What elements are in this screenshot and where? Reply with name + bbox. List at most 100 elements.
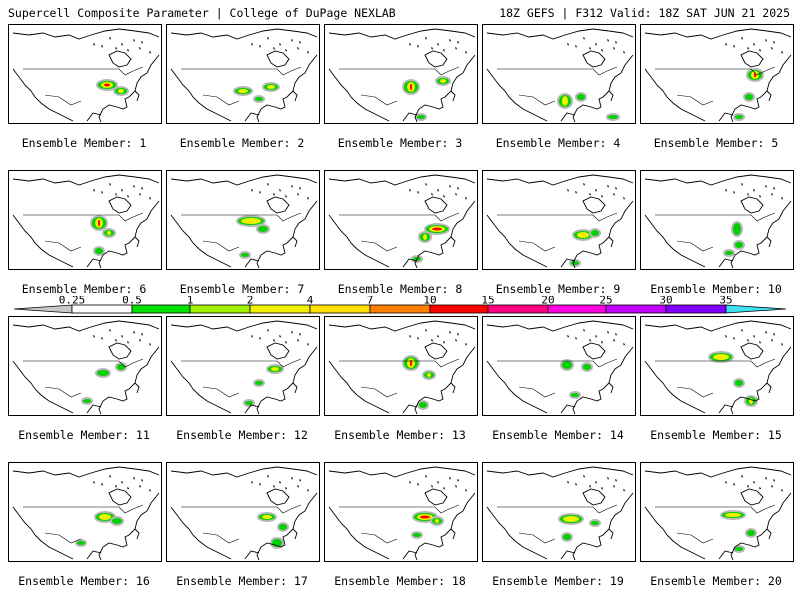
coastline: [766, 528, 772, 540]
island: [567, 481, 569, 484]
colorbar-segment: [547, 304, 607, 314]
island: [601, 487, 603, 490]
coastline: [486, 28, 634, 40]
coastline: [108, 196, 132, 214]
member-label: Ensemble Member: 14: [492, 428, 624, 442]
field-mid: [255, 97, 263, 101]
field-mid: [735, 547, 743, 551]
field-mid: [419, 402, 427, 408]
coastline: [98, 346, 160, 415]
coastline: [414, 492, 476, 561]
island: [417, 337, 419, 340]
island: [443, 341, 445, 344]
coastline: [266, 488, 290, 506]
ensemble-member-map: [482, 24, 636, 124]
colorbar-high-arrow: [725, 304, 787, 314]
coastline: [582, 342, 606, 360]
coastline: [644, 68, 706, 122]
coastline: [718, 550, 734, 560]
island: [139, 47, 141, 50]
field-mid: [571, 261, 579, 265]
island: [773, 41, 775, 44]
island: [141, 479, 143, 482]
border: [676, 94, 714, 106]
island: [109, 183, 111, 186]
island: [291, 185, 293, 188]
island: [259, 45, 261, 48]
island: [607, 39, 609, 42]
member-map: [12, 174, 160, 269]
colorbar-segment: [189, 304, 251, 314]
coastline: [718, 404, 734, 414]
ensemble-member-map: [8, 170, 162, 270]
island: [589, 47, 591, 50]
island: [431, 47, 433, 50]
island: [765, 39, 767, 42]
island: [425, 183, 427, 186]
field-high: [118, 89, 124, 93]
coastline: [134, 382, 140, 394]
island: [115, 339, 117, 342]
island: [297, 339, 299, 342]
coastline: [328, 174, 476, 186]
colorbar-tick-label: 0.5: [122, 296, 142, 307]
coastline: [608, 90, 614, 102]
island: [759, 487, 761, 490]
coastline: [12, 214, 74, 268]
border: [202, 240, 240, 252]
coastline: [402, 404, 418, 414]
coastline: [244, 550, 260, 560]
coastline: [582, 50, 606, 68]
island: [121, 189, 123, 192]
colorbar-tick-label: 0.25: [59, 296, 86, 307]
island: [141, 41, 143, 44]
coastline: [328, 28, 476, 40]
island: [273, 485, 275, 488]
field-mid: [745, 94, 753, 100]
island: [127, 341, 129, 344]
coastline: [328, 320, 476, 332]
island: [127, 195, 129, 198]
coastline: [292, 90, 298, 102]
coastline: [766, 90, 772, 102]
island: [259, 337, 261, 340]
border: [497, 66, 618, 76]
coastline: [486, 68, 548, 122]
coastline: [98, 54, 160, 123]
island: [575, 45, 577, 48]
coastline: [256, 346, 318, 415]
map-title: Supercell Composite Parameter | College …: [8, 6, 396, 20]
coastline: [12, 466, 160, 478]
border: [360, 386, 398, 398]
coastline: [134, 528, 140, 540]
island: [431, 193, 433, 196]
member-label: Ensemble Member: 13: [334, 428, 466, 442]
member-label: Ensemble Member: 18: [334, 574, 466, 588]
coastline: [170, 214, 232, 268]
island: [567, 189, 569, 192]
colorbar-tick-label: 15: [481, 296, 494, 307]
island: [101, 337, 103, 340]
island: [725, 189, 727, 192]
island: [101, 191, 103, 194]
coastline: [12, 506, 74, 560]
field-mid: [77, 541, 85, 545]
coastline: [414, 54, 476, 123]
coastline: [86, 550, 102, 560]
member-label: Ensemble Member: 9: [495, 282, 621, 296]
island: [455, 485, 457, 488]
colorbar-segment: [249, 304, 311, 314]
ensemble-member-map: [640, 24, 794, 124]
island: [607, 185, 609, 188]
island: [595, 43, 597, 46]
island: [771, 193, 773, 196]
border: [23, 504, 144, 514]
island: [437, 189, 439, 192]
field-mid: [591, 521, 599, 525]
island: [285, 487, 287, 490]
coastline: [644, 466, 792, 478]
member-label: Ensemble Member: 8: [337, 282, 463, 296]
coastline: [402, 550, 418, 560]
border: [655, 212, 776, 222]
coastline: [170, 28, 318, 40]
